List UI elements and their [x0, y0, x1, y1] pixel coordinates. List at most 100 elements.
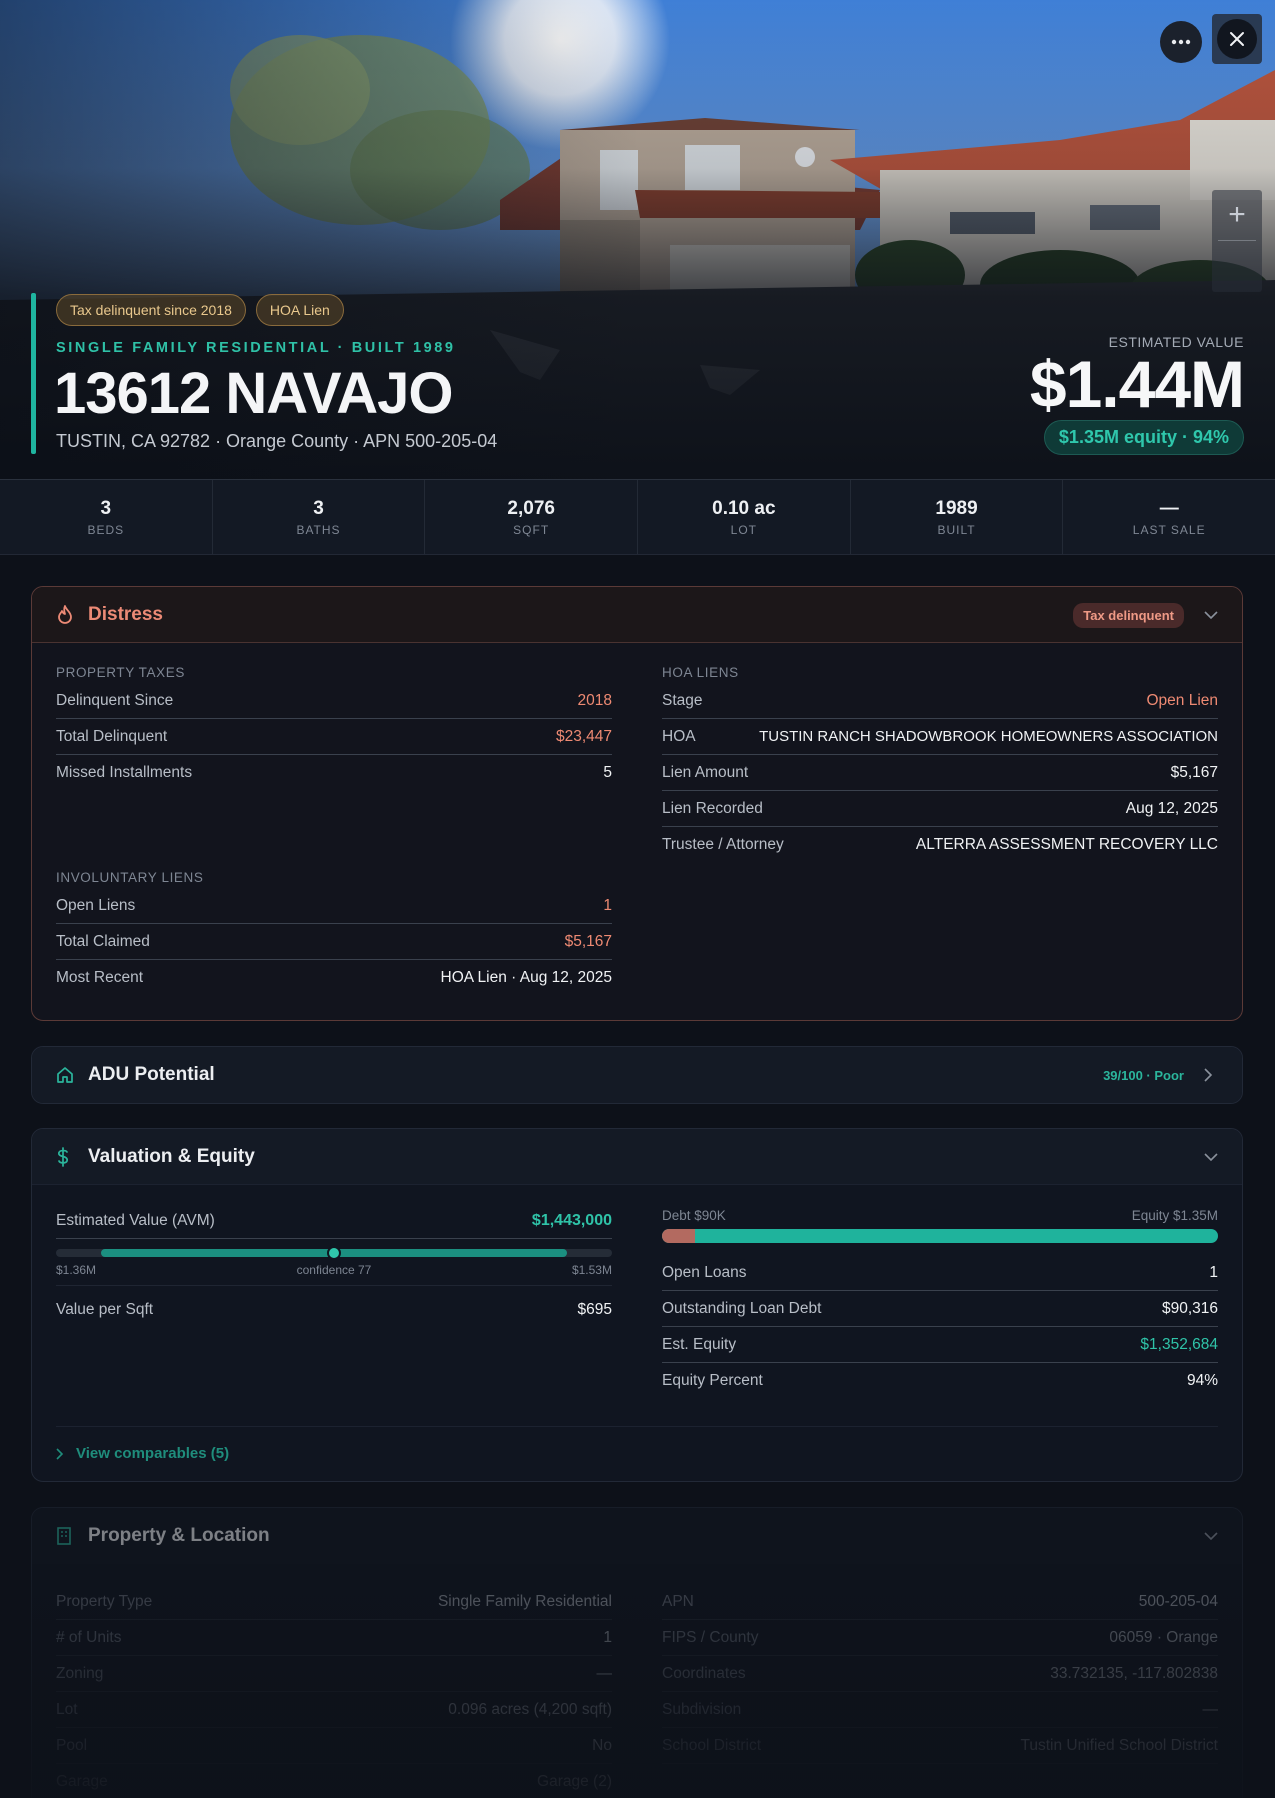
adu-header[interactable]: ADU Potential 39/100 · Poor	[32, 1047, 1242, 1103]
stat-label: BUILT	[937, 523, 976, 537]
stat-value: 3	[313, 498, 324, 519]
flame-icon	[56, 604, 76, 625]
view-comparables-link[interactable]: View comparables (5)	[56, 1426, 1218, 1462]
row-key: Value per Sqft	[56, 1301, 154, 1318]
valuation-equity-card: Valuation & Equity Estimated Value (AVM)…	[31, 1128, 1243, 1482]
data-row: Zoning —	[56, 1656, 612, 1692]
property-taxes-section: PROPERTY TAXES Delinquent Since 2018 Tota…	[56, 665, 612, 791]
data-row: Trustee / Attorney ALTERRA ASSESSMENT REC…	[662, 827, 1218, 863]
row-value: Aug 12, 2025	[1125, 799, 1218, 817]
row-key: Trustee / Attorney	[662, 836, 784, 853]
chevron-down-icon[interactable]	[1204, 1529, 1218, 1543]
data-row: Subdivision —	[662, 1692, 1218, 1728]
zoom-divider	[1218, 240, 1256, 241]
section-label: INVOLUNTARY LIENS	[56, 870, 204, 885]
data-row: Outstanding Loan Debt $90,316	[662, 1291, 1218, 1327]
zoom-in-button[interactable]: +	[1228, 198, 1246, 231]
chevron-right-icon[interactable]	[1204, 1068, 1218, 1082]
building-icon	[56, 1526, 76, 1546]
data-row: Lien Recorded Aug 12, 2025	[662, 791, 1218, 827]
row-key: Estimated Value (AVM)	[56, 1211, 215, 1229]
close-icon	[1230, 32, 1244, 46]
data-row: Total Claimed $5,167	[56, 924, 612, 960]
debt-equity-labels: Debt $90K Equity $1.35M	[662, 1208, 1218, 1223]
property-header[interactable]: Property & Location	[32, 1508, 1242, 1564]
row-key: Stage	[662, 691, 703, 709]
row-value: HOA Lien · Aug 12, 2025	[440, 969, 612, 986]
confidence-label: confidence 77	[296, 1263, 372, 1277]
row-key: Coordinates	[662, 1664, 746, 1682]
row-key: Total Delinquent	[56, 727, 168, 745]
row-key: # of Units	[56, 1628, 122, 1646]
row-key: School District	[662, 1736, 762, 1754]
property-title: Property & Location	[88, 1525, 270, 1546]
stat-value: 1989	[935, 498, 978, 519]
close-button[interactable]	[1212, 14, 1262, 64]
avm-value: $1,443,000	[531, 1211, 612, 1229]
row-value: $1,352,684	[1140, 1335, 1218, 1353]
data-row: Open Liens 1	[56, 888, 612, 924]
distress-header-right: Tax delinquent	[1073, 587, 1218, 643]
more-horizontal-icon	[1171, 39, 1191, 45]
row-key: Lot	[56, 1700, 78, 1718]
stat-value: 3	[100, 498, 112, 519]
avm-section: Estimated Value (AVM) $1,443,000 $1.36M c…	[56, 1203, 612, 1328]
row-value: 0.096 acres (4,200 sqft)	[448, 1700, 612, 1718]
row-value: —	[1202, 1700, 1219, 1718]
data-row: # of Units 1	[56, 1620, 612, 1656]
avm-range-labels: $1.36M confidence 77 $1.53M	[56, 1263, 612, 1277]
chevron-right-icon	[56, 1447, 64, 1460]
data-row: Equity Percent 94%	[662, 1363, 1218, 1399]
chevron-down-icon[interactable]	[1204, 1150, 1218, 1164]
adu-potential-card[interactable]: ADU Potential 39/100 · Poor	[31, 1046, 1243, 1104]
section-label: PROPERTY TAXES	[56, 665, 185, 680]
more-button[interactable]	[1160, 21, 1202, 63]
row-key: Property Type	[56, 1592, 153, 1610]
data-row: Lien Amount $5,167	[662, 755, 1218, 791]
property-subtitle: SINGLE FAMILY RESIDENTIAL · BUILT 1989	[56, 340, 456, 356]
row-key: Missed Installments	[56, 764, 193, 781]
valuation-title: Valuation & Equity	[88, 1145, 255, 1167]
stat-label: LAST SALE	[1132, 523, 1206, 537]
stat-lot: 0.10 ac LOT	[638, 480, 851, 554]
row-value: $23,447	[555, 727, 612, 745]
data-row: Most Recent HOA Lien · Aug 12, 2025	[56, 960, 612, 996]
row-value: 1	[603, 896, 612, 914]
hoa-liens-section: HOA LIENS Stage Open Lien HOA TUSTIN RANCH…	[662, 665, 1218, 863]
distress-header[interactable]: Distress Tax delinquent	[32, 587, 1242, 643]
stat-sqft: 2,076 SQFT	[425, 480, 639, 554]
valuation-header[interactable]: Valuation & Equity	[32, 1129, 1242, 1185]
chevron-down-icon[interactable]	[1204, 608, 1218, 622]
data-row: Pool No	[56, 1728, 612, 1764]
debt-label: Debt $90K	[662, 1208, 726, 1223]
row-value: 500-205-04	[1138, 1592, 1218, 1610]
distress-card: Distress Tax delinquent PROPERTY TAXES D…	[31, 586, 1243, 1021]
street-view-zoom-control: +	[1212, 190, 1262, 292]
row-key: FIPS / County	[662, 1628, 759, 1646]
data-row: Total Delinquent $23,447	[56, 719, 612, 755]
stat-label: BEDS	[87, 523, 125, 537]
row-key: Lien Recorded	[662, 799, 763, 817]
row-value: No	[592, 1736, 612, 1754]
property-location-card: Property & Location Property Type Single …	[31, 1507, 1243, 1798]
view-comparables-label: View comparables (5)	[76, 1445, 230, 1462]
property-title: 13612 NAVAJO	[54, 361, 454, 426]
range-high-label: $1.53M	[571, 1263, 612, 1277]
adu-title: ADU Potential	[88, 1064, 215, 1085]
valuation-header-right	[1204, 1129, 1218, 1185]
row-value: —	[596, 1664, 613, 1682]
row-key: HOA	[662, 727, 696, 745]
row-key: Most Recent	[56, 969, 144, 986]
row-key: Total Claimed	[56, 932, 150, 950]
row-value: ALTERRA ASSESSMENT RECOVERY LLC	[915, 836, 1218, 853]
stats-bar: 3 BEDS 3 BATHS 2,076 SQFT 0.10 ac LOT 19…	[0, 480, 1275, 555]
stat-label: SQFT	[513, 523, 550, 537]
row-key: Garage	[56, 1772, 108, 1790]
tag-tax-delinquent: Tax delinquent since 2018	[56, 294, 246, 326]
data-row: Lot 0.096 acres (4,200 sqft)	[56, 1692, 612, 1728]
equity-label: Equity $1.35M	[1131, 1208, 1218, 1223]
data-row: School District Tustin Unified School Dis…	[662, 1728, 1218, 1764]
row-value: 94%	[1186, 1372, 1218, 1389]
zoom-out-button[interactable]	[1212, 241, 1262, 291]
dollar-icon	[56, 1146, 76, 1167]
